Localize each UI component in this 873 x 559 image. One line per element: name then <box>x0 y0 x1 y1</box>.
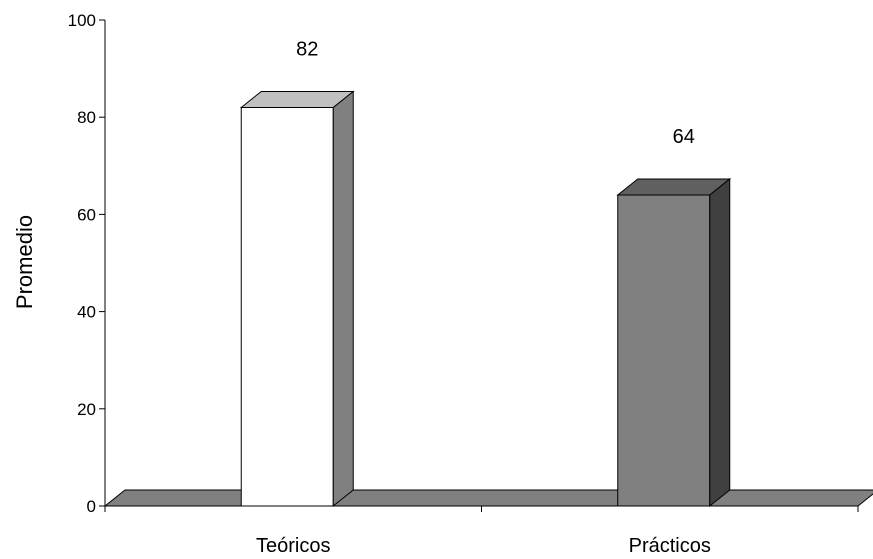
bar-2 <box>616 177 732 508</box>
y-tick-label: 40 <box>77 303 96 322</box>
x-tick-label: Teóricos <box>256 535 330 557</box>
data-label: 82 <box>296 38 318 60</box>
chart-floor <box>103 489 873 507</box>
bar-front <box>240 106 334 507</box>
bar-1 <box>239 90 355 508</box>
y-tick-label: 80 <box>77 108 96 127</box>
y-tick-label: 100 <box>68 11 96 30</box>
bar-front <box>617 194 711 507</box>
bar-side <box>332 90 354 508</box>
data-label: 64 <box>673 126 695 148</box>
x-tick-label: Prácticos <box>629 535 711 557</box>
y-tick-label: 0 <box>87 497 96 516</box>
y-tick-label: 60 <box>77 205 96 224</box>
bar-side <box>709 177 731 508</box>
y-axis-label: Promedio <box>12 215 37 309</box>
y-tick-label: 20 <box>77 400 96 419</box>
